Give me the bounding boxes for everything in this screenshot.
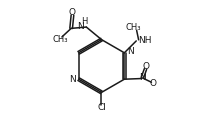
Text: N: N	[138, 73, 145, 82]
Text: CH₃: CH₃	[53, 35, 68, 44]
Text: H: H	[81, 17, 87, 26]
Text: N: N	[126, 47, 133, 56]
Text: N: N	[76, 22, 83, 31]
Text: O: O	[149, 79, 156, 88]
Text: O: O	[142, 62, 148, 71]
Text: Cl: Cl	[97, 103, 105, 112]
Text: CH₃: CH₃	[125, 23, 141, 32]
Text: O: O	[69, 8, 76, 17]
Text: NH: NH	[137, 36, 150, 45]
Text: N: N	[69, 75, 76, 84]
